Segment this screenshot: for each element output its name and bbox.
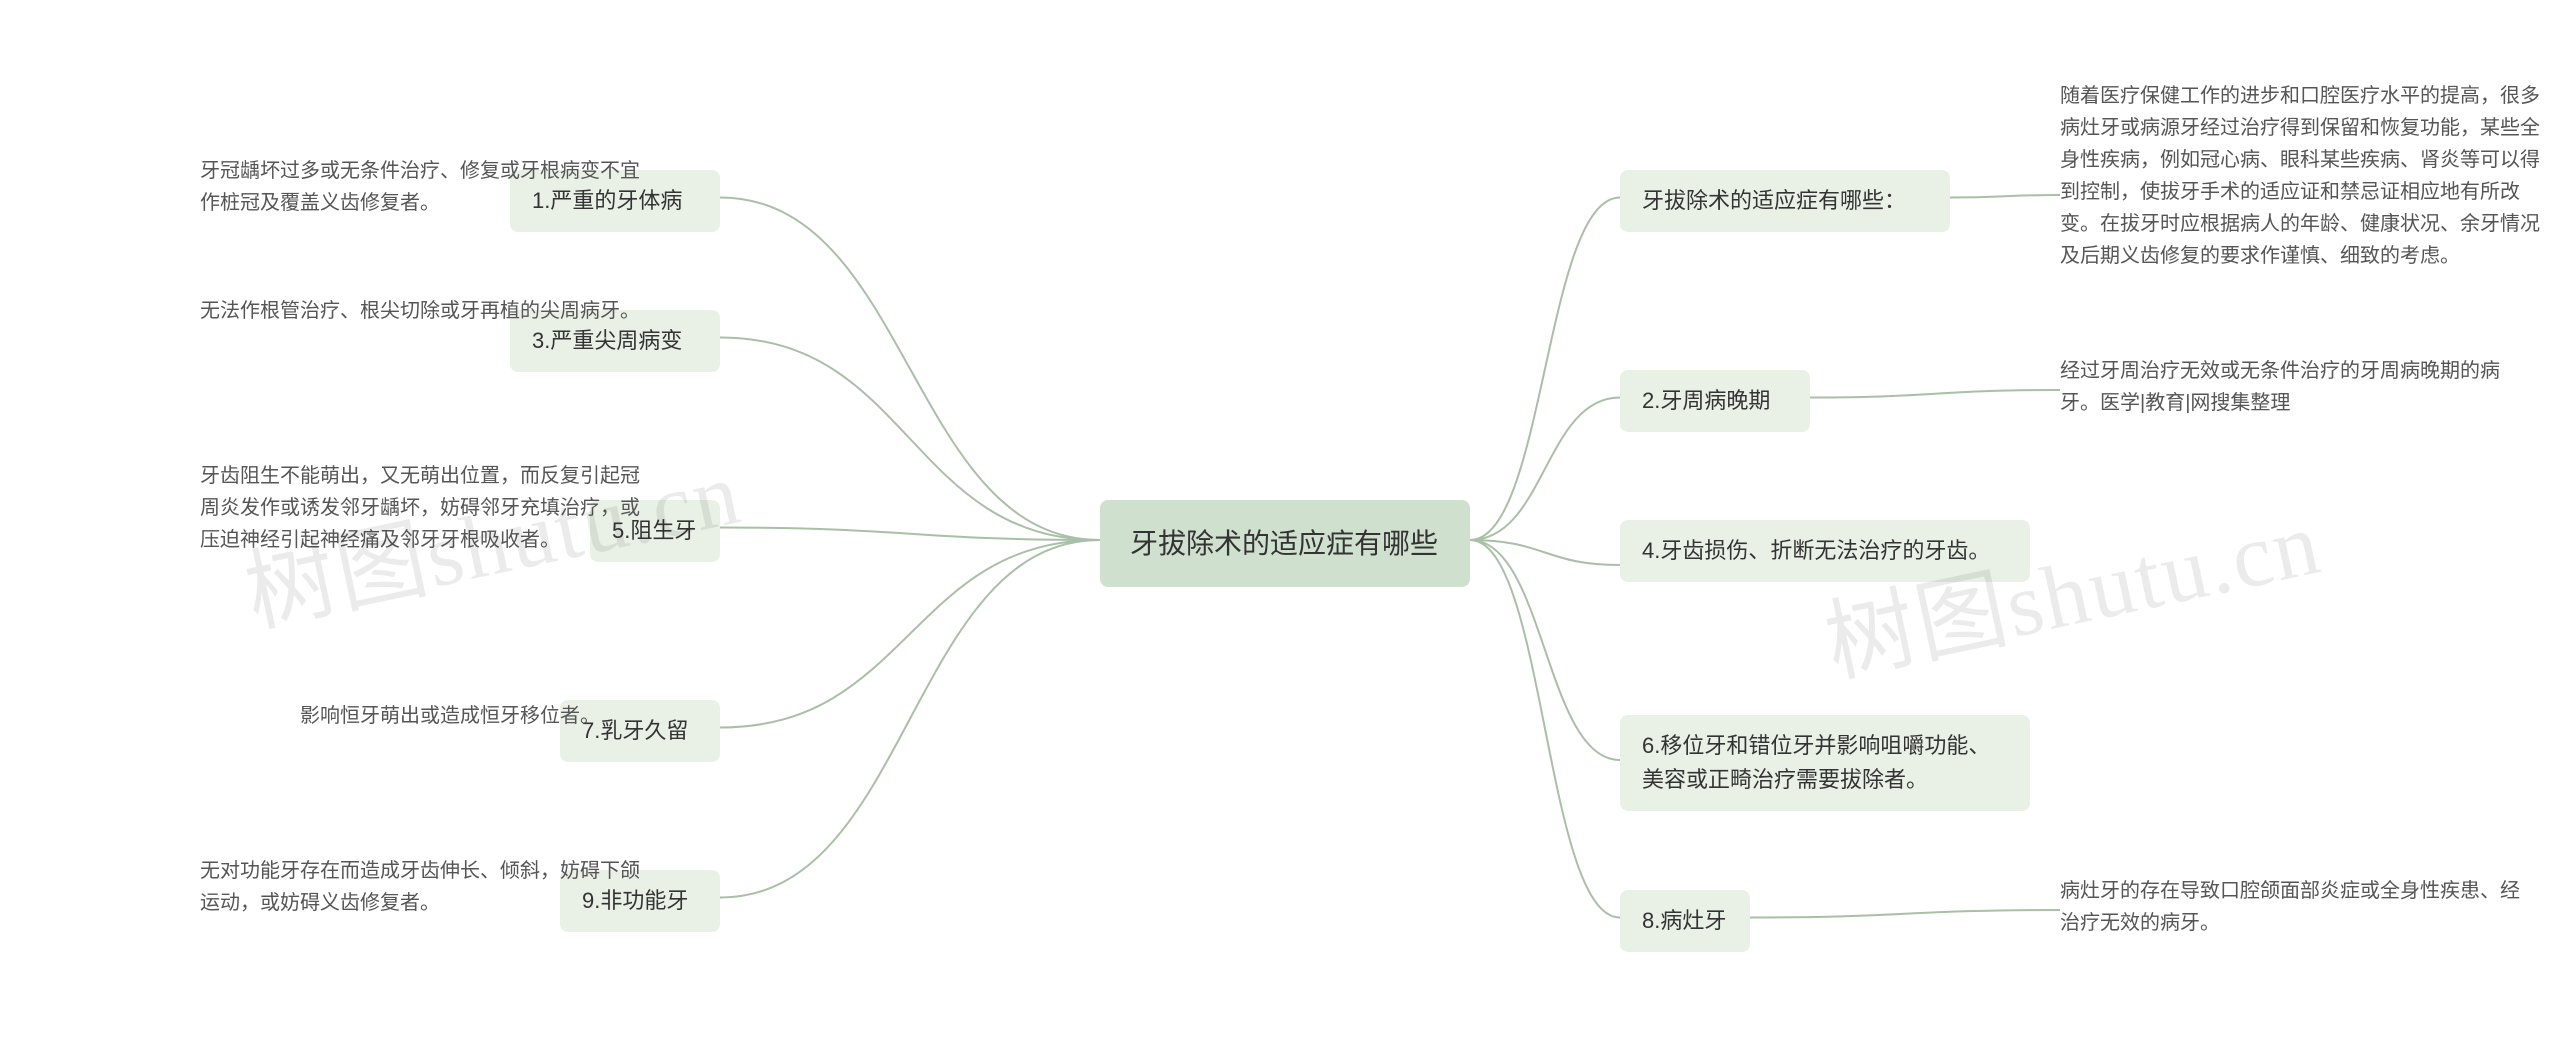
- right-branch-node: 8.病灶牙: [1620, 890, 1750, 952]
- mindmap-canvas: 牙拔除术的适应症有哪些1.严重的牙体病牙冠龋坏过多或无条件治疗、修复或牙根病变不…: [0, 0, 2560, 1062]
- left-branch-desc: 无法作根管治疗、根尖切除或牙再植的尖周病牙。: [200, 295, 640, 327]
- left-branch-desc: 无对功能牙存在而造成牙齿伸长、倾斜，妨碍下颌运动，或妨碍义齿修复者。: [200, 855, 640, 919]
- right-branch-node: 牙拔除术的适应症有哪些：: [1620, 170, 1950, 232]
- right-branch-node: 4.牙齿损伤、折断无法治疗的牙齿。: [1620, 520, 2030, 582]
- left-branch-desc: 牙冠龋坏过多或无条件治疗、修复或牙根病变不宜作桩冠及覆盖义齿修复者。: [200, 155, 640, 219]
- left-branch-desc: 牙齿阻生不能萌出，又无萌出位置，而反复引起冠周炎发作或诱发邻牙龋坏，妨碍邻牙充填…: [200, 460, 640, 556]
- left-branch-desc: 影响恒牙萌出或造成恒牙移位者。: [300, 700, 640, 732]
- center-node: 牙拔除术的适应症有哪些: [1100, 500, 1470, 587]
- watermark: 树图shutu.cn: [1812, 469, 2331, 701]
- right-branch-desc: 随着医疗保健工作的进步和口腔医疗水平的提高，很多病灶牙或病源牙经过治疗得到保留和…: [2060, 80, 2540, 272]
- right-branch-desc: 经过牙周治疗无效或无条件治疗的牙周病晚期的病牙。医学|教育|网搜集整理: [2060, 355, 2520, 419]
- right-branch-desc: 病灶牙的存在导致口腔颌面部炎症或全身性疾患、经治疗无效的病牙。: [2060, 875, 2520, 939]
- right-branch-node: 6.移位牙和错位牙并影响咀嚼功能、美容或正畸治疗需要拔除者。: [1620, 715, 2030, 811]
- right-branch-node: 2.牙周病晚期: [1620, 370, 1810, 432]
